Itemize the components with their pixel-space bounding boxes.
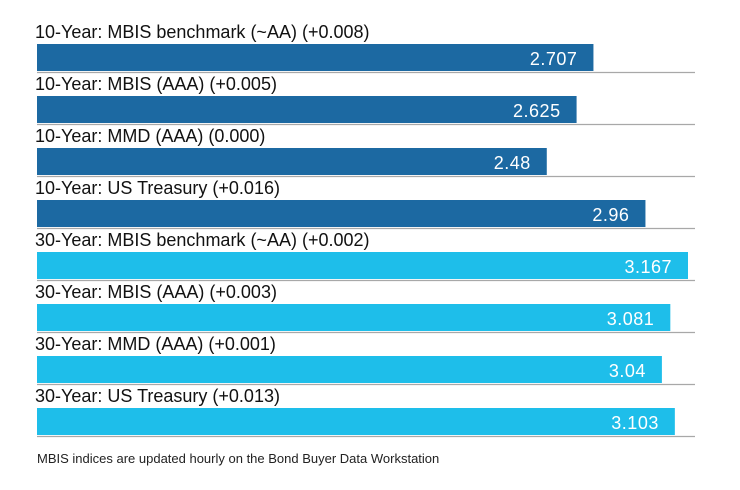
value-label: 3.04 — [609, 361, 646, 381]
bar — [37, 148, 547, 175]
bar — [37, 96, 577, 123]
category-label: 10-Year: MBIS (AAA) (+0.005) — [35, 74, 277, 94]
bar — [37, 252, 688, 279]
bar — [37, 408, 675, 435]
value-label: 2.48 — [494, 153, 531, 173]
category-label: 30-Year: MMD (AAA) (+0.001) — [35, 334, 276, 354]
bar — [37, 304, 671, 331]
category-label: 30-Year: MBIS benchmark (~AA) (+0.002) — [35, 230, 370, 250]
bar — [37, 200, 646, 227]
bar — [37, 44, 594, 71]
value-label: 3.103 — [611, 413, 659, 433]
category-label: 10-Year: MMD (AAA) (0.000) — [35, 126, 265, 146]
category-label: 10-Year: MBIS benchmark (~AA) (+0.008) — [35, 22, 370, 42]
value-label: 3.081 — [607, 309, 655, 329]
bar — [37, 356, 662, 383]
category-label: 10-Year: US Treasury (+0.016) — [35, 178, 280, 198]
value-label: 2.96 — [592, 205, 629, 225]
value-label: 2.625 — [513, 101, 561, 121]
category-label: 30-Year: MBIS (AAA) (+0.003) — [35, 282, 277, 302]
value-label: 3.167 — [624, 257, 672, 277]
category-label: 30-Year: US Treasury (+0.013) — [35, 386, 280, 406]
value-label: 2.707 — [530, 49, 578, 69]
footnote: MBIS indices are updated hourly on the B… — [37, 451, 440, 466]
